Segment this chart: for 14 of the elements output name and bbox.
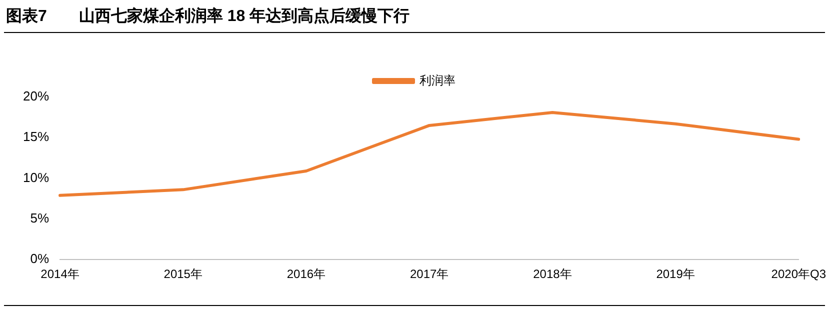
x-tick-label: 2017年 bbox=[410, 267, 449, 282]
x-tick-label: 2018年 bbox=[533, 267, 572, 282]
y-tick-label: 5% bbox=[30, 210, 50, 226]
x-tick-label: 2016年 bbox=[286, 267, 326, 282]
y-tick-label: 20% bbox=[22, 88, 50, 104]
x-tick-label: 2019年 bbox=[656, 267, 695, 282]
x-tick-label: 2014年 bbox=[40, 267, 80, 282]
legend-label: 利润率 bbox=[420, 73, 456, 88]
x-tick-label: 2020年Q3 bbox=[771, 267, 826, 282]
y-tick-label: 15% bbox=[22, 129, 50, 144]
chart-title: 图表7 山西七家煤企利润率 18 年达到高点后缓慢下行 bbox=[6, 6, 410, 27]
x-tick-label: 2015年 bbox=[164, 267, 202, 282]
y-tick-label: 10% bbox=[22, 170, 50, 185]
y-tick-label: 0% bbox=[30, 251, 50, 266]
